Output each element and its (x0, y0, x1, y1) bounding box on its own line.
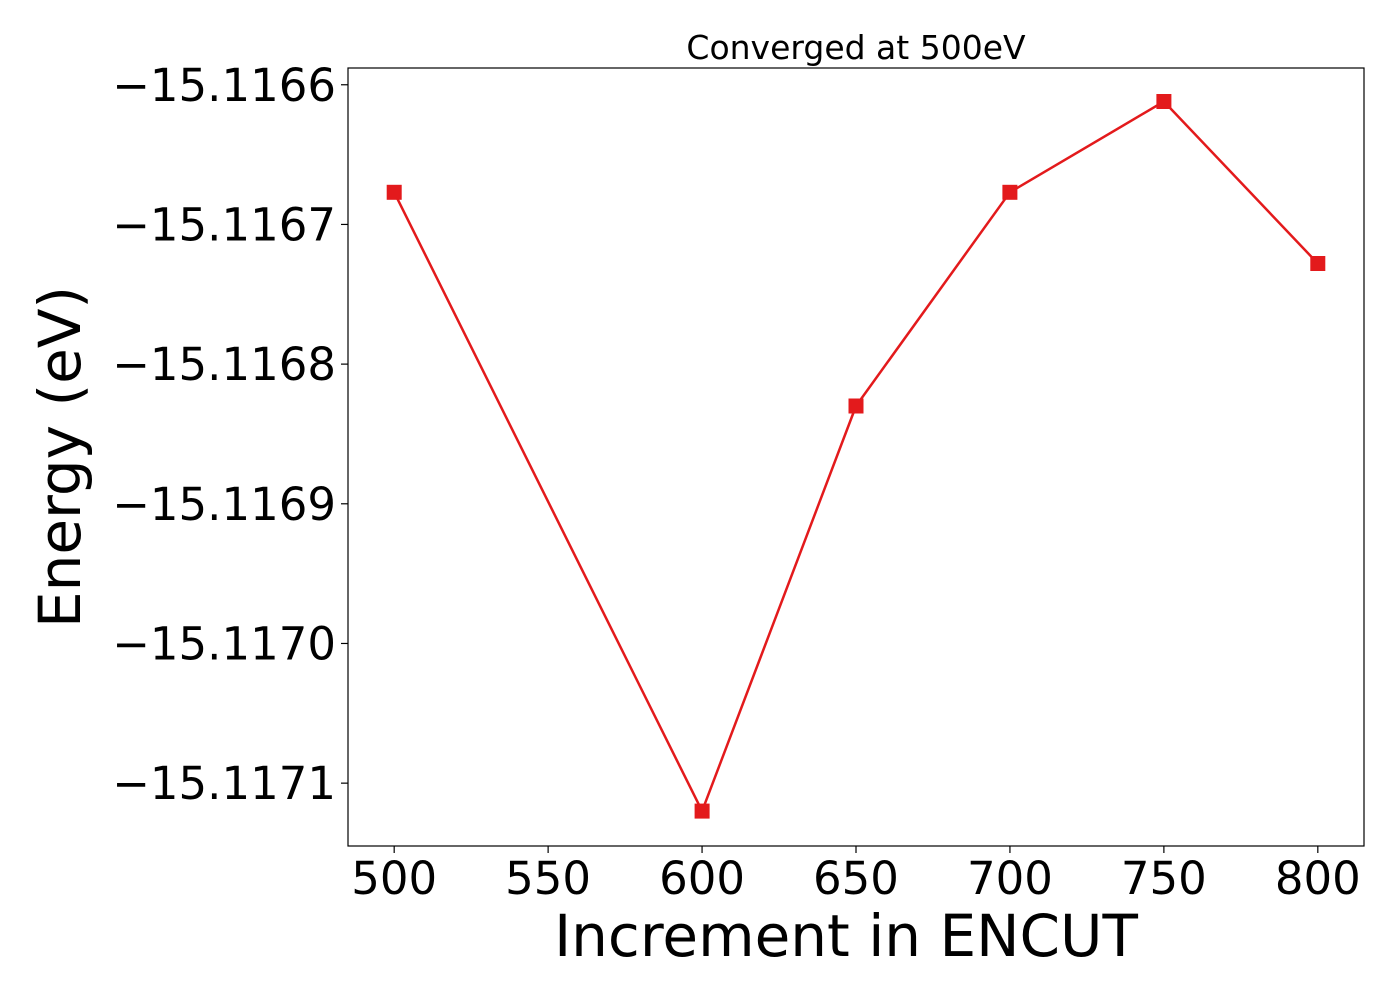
x-tick-label: 800 (1275, 852, 1361, 905)
x-tick-label: 750 (1121, 852, 1207, 905)
data-point (386, 184, 402, 200)
x-tick-label: 600 (659, 852, 745, 905)
data-point (1310, 256, 1326, 271)
y-tick-label: −15.1166 (112, 59, 336, 112)
x-axis-label: Increment in ENCUT (554, 902, 1138, 970)
y-tick-label: −15.1168 (112, 338, 336, 391)
x-tick-label: 550 (505, 852, 591, 905)
x-tick-label: 700 (967, 852, 1053, 905)
y-tick-label: −15.1169 (112, 478, 336, 531)
y-axis-label: Energy (eV) (26, 286, 94, 628)
x-axis: 500 550 600 650 700 750 800 (351, 846, 1361, 905)
data-point (848, 398, 864, 414)
data-point (1002, 184, 1018, 200)
y-axis: −15.1166 −15.1167 −15.1168 −15.1169 −15.1170… (112, 59, 348, 810)
x-tick-label: 650 (813, 852, 899, 905)
y-tick-label: −15.1171 (112, 757, 336, 810)
x-tick-label: 500 (351, 852, 437, 905)
series-layer (386, 94, 1326, 819)
data-point (694, 803, 710, 819)
chart-title: Converged at 500eV (686, 28, 1026, 67)
series-line (393, 100, 1319, 813)
y-tick-label: −15.1167 (112, 198, 336, 251)
data-point (1156, 94, 1172, 109)
y-tick-label: −15.1170 (112, 617, 336, 670)
